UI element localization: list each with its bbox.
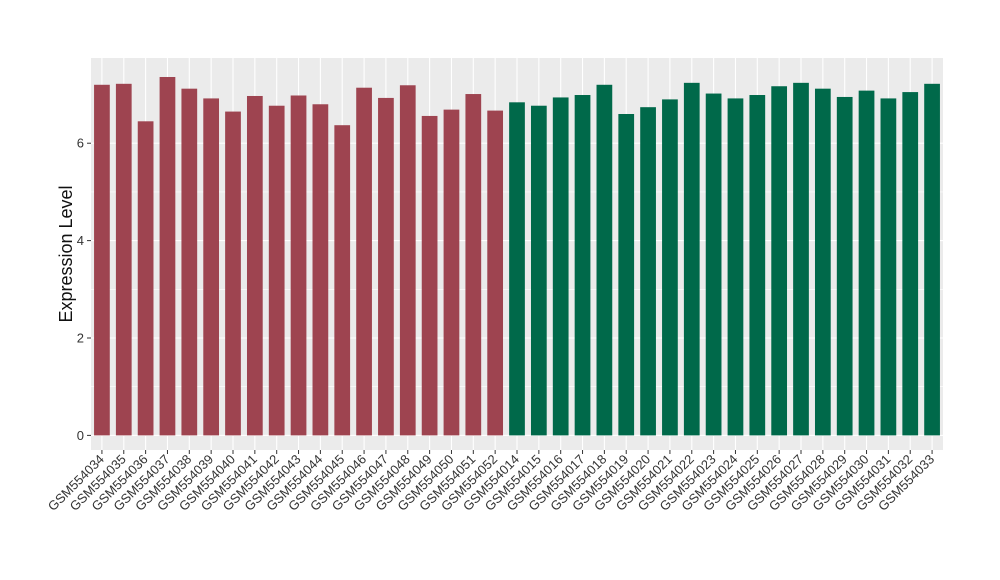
bar-GSM554046 [356,87,372,436]
bar-GSM554020 [640,107,656,436]
y-axis-title: Expression Level [56,185,76,322]
bar-GSM554038 [181,88,198,436]
bar-GSM554021 [662,99,678,436]
bar-GSM554047 [378,97,394,436]
bar-GSM554043 [290,95,307,436]
bar-GSM554025 [749,95,766,436]
bar-GSM554039 [203,98,220,436]
y-tick-label: 0 [77,428,84,443]
bar-GSM554022 [683,82,700,436]
bar-GSM554030 [858,90,875,436]
bar-GSM554037 [159,76,176,436]
y-tick-label: 6 [77,136,84,151]
y-tick-label: 2 [77,331,84,346]
bar-GSM554023 [705,93,722,436]
bar-GSM554029 [836,96,853,436]
bar-GSM554044 [312,104,329,436]
bar-GSM554024 [727,98,744,436]
bars-group [94,76,940,436]
bar-GSM554049 [421,115,438,436]
bar-GSM554048 [399,85,416,436]
bar-GSM554040 [225,111,241,436]
bar-GSM554032 [902,92,919,436]
bar-GSM554041 [246,95,263,436]
y-tick-label: 4 [77,233,84,248]
bar-GSM554015 [530,105,547,436]
y-axis: 0 2 4 6 [77,136,91,443]
bar-GSM554051 [465,94,482,436]
bar-GSM554050 [443,109,460,436]
bar-GSM554017 [574,95,591,436]
bar-GSM554042 [268,105,285,436]
bar-GSM554018 [596,84,613,436]
bar-GSM554019 [618,114,635,436]
bar-GSM554045 [334,125,351,436]
bar-GSM554035 [115,83,132,436]
bar-GSM554052 [487,110,504,436]
bar-GSM554028 [814,88,831,436]
bar-GSM554031 [880,98,897,436]
bar-GSM554033 [924,83,940,436]
bar-GSM554014 [509,102,525,436]
bar-GSM554036 [137,121,154,436]
bar-GSM554027 [793,82,809,436]
x-axis: GSM554034GSM554035GSM554036GSM554037GSM5… [45,450,937,514]
bar-GSM554016 [552,97,569,436]
bar-GSM554034 [94,84,110,436]
bar-GSM554026 [771,86,788,436]
